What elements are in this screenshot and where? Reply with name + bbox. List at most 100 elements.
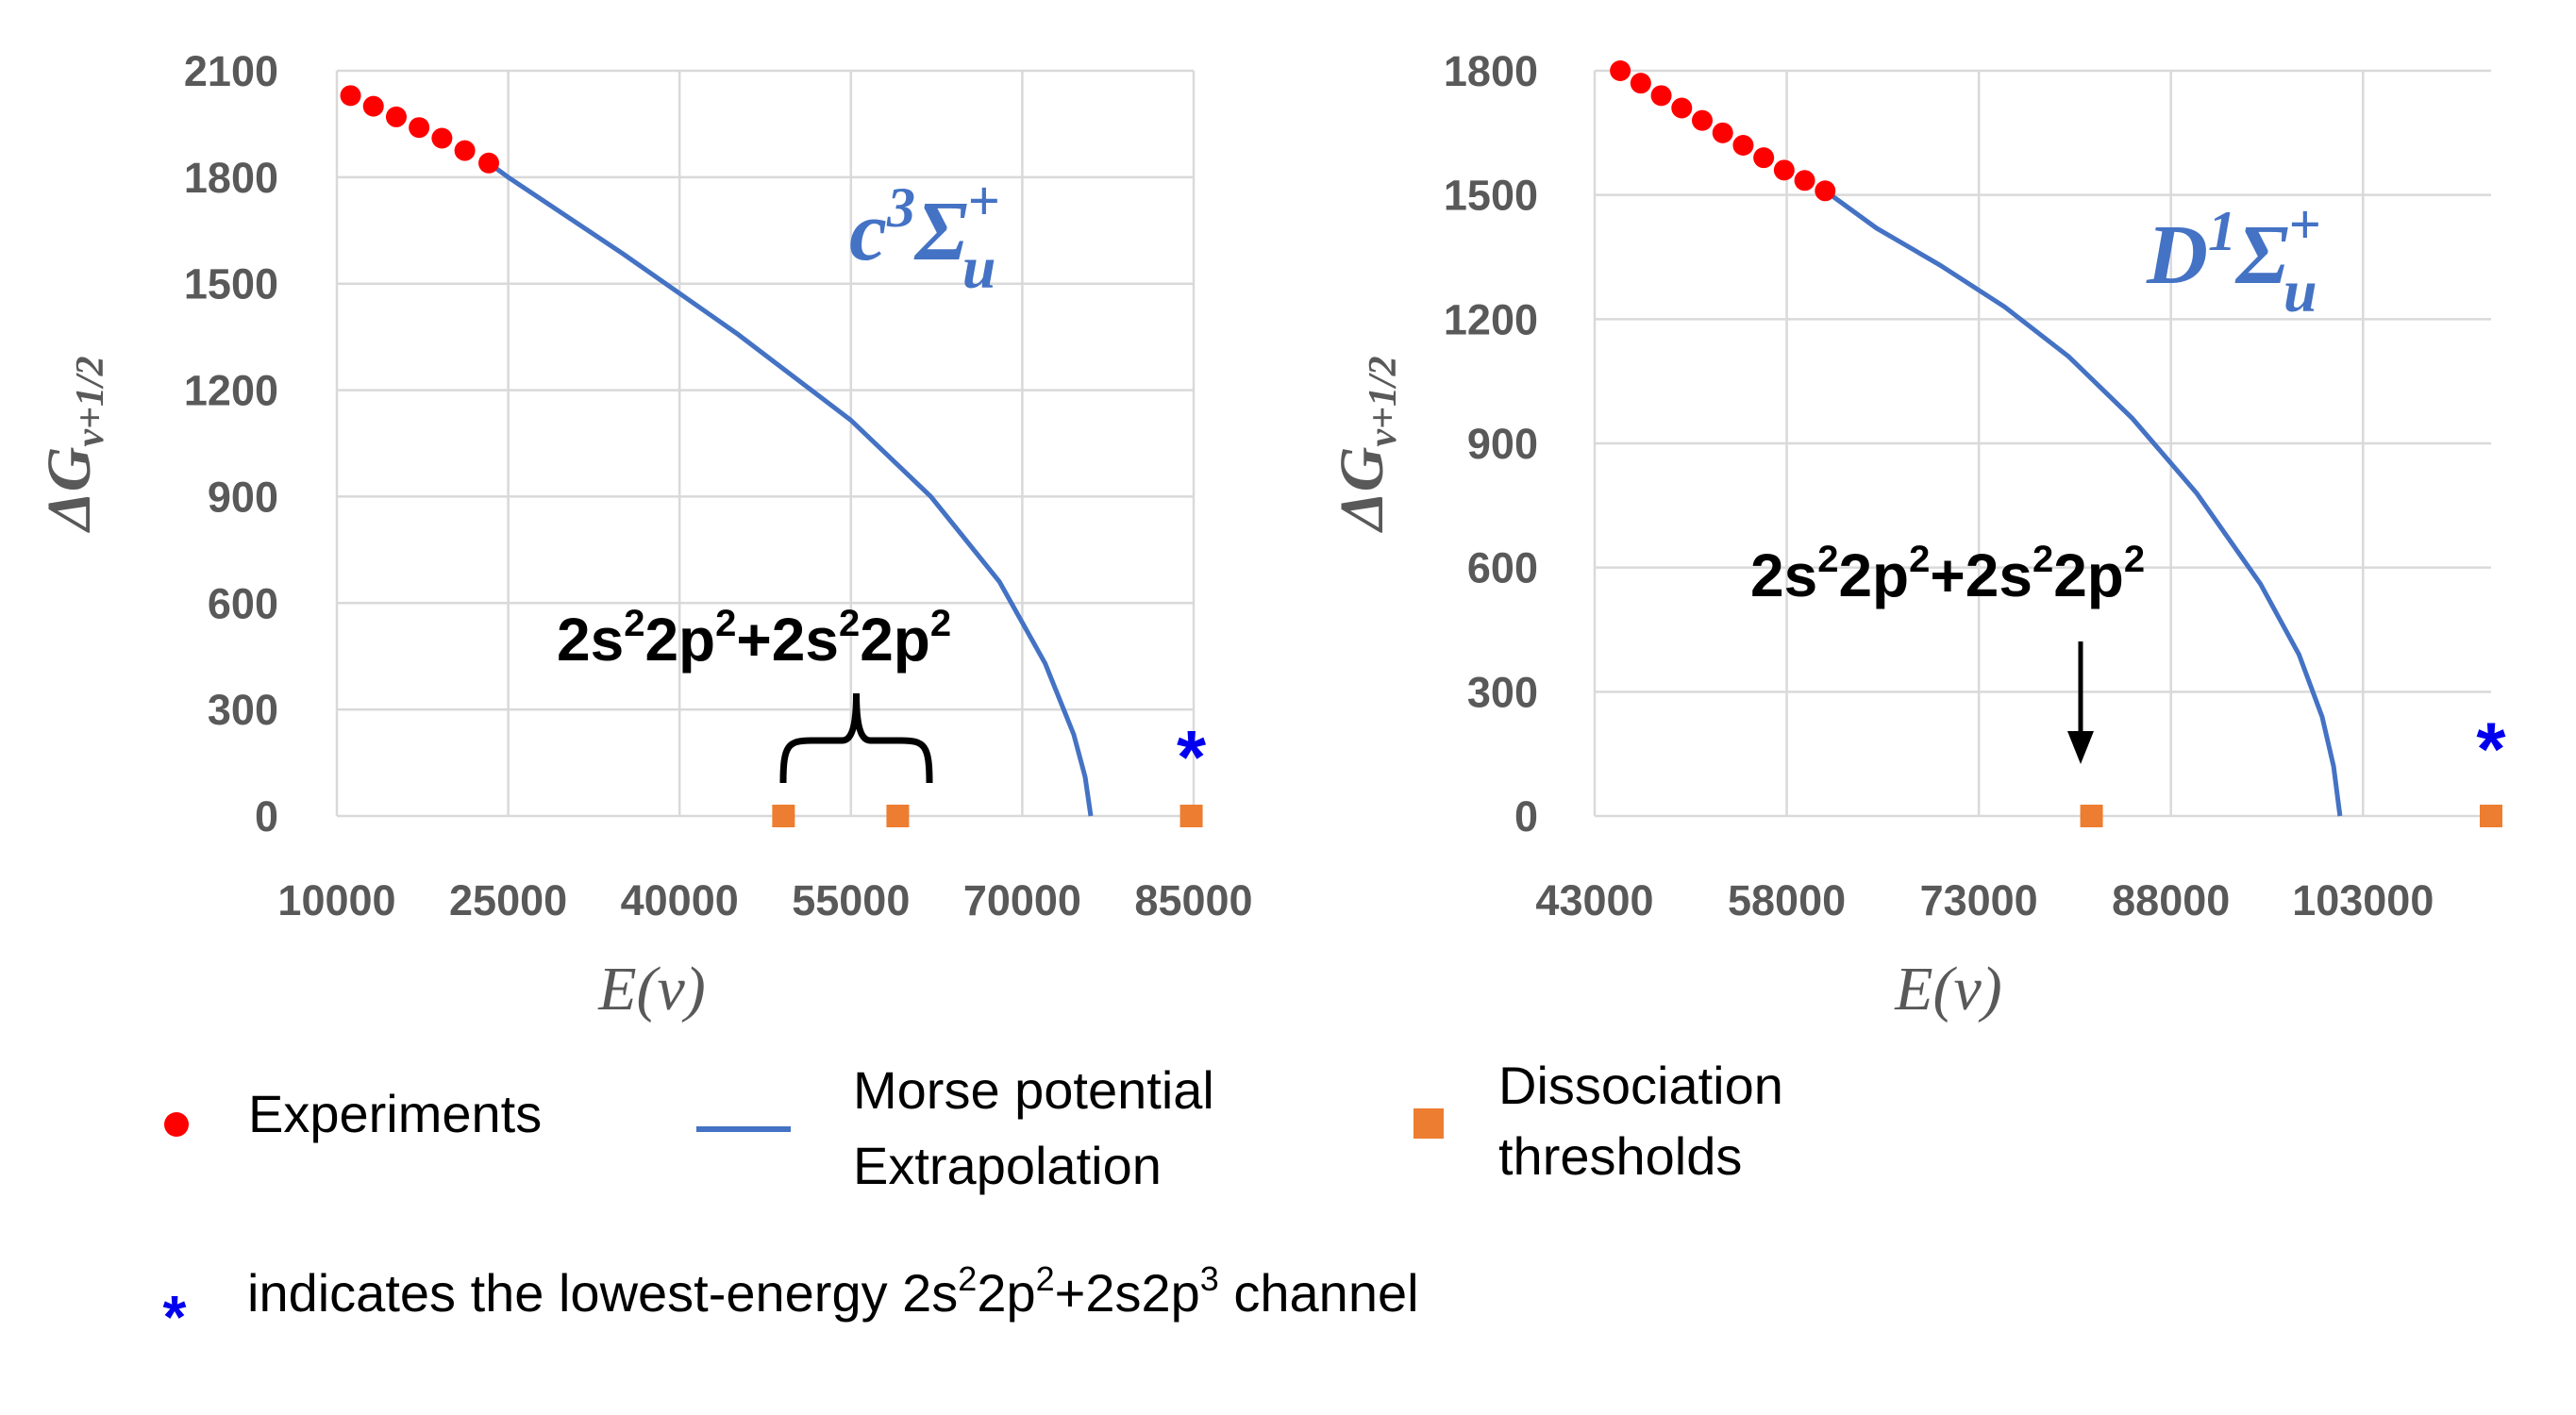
y-axis-title-main: ΔG — [1328, 447, 1397, 534]
state-label-u: u — [2283, 258, 2317, 325]
state-label-u: u — [962, 234, 996, 301]
y-tick-label: 900 — [1467, 420, 1538, 468]
annotation-superscript: 2 — [1909, 539, 1930, 580]
experiment-point — [1712, 122, 1733, 143]
annotation-text: 2p — [644, 606, 715, 674]
y-tick-label: 300 — [208, 686, 278, 734]
experiment-point — [1794, 170, 1815, 191]
y-tick-label: 600 — [1467, 544, 1538, 592]
state-label-sigma: Σ — [913, 185, 968, 278]
dissociation-threshold-marker — [1179, 805, 1203, 827]
channel-annotation: 2s22p2+2s22p2 — [1750, 539, 2145, 609]
annotation-superscript: 2 — [2124, 539, 2145, 580]
morse-extrapolation-line — [487, 160, 1094, 817]
dissociation-threshold-marker — [772, 805, 795, 827]
state-label-multiplicity: 3 — [886, 176, 915, 239]
experiment-point — [1692, 109, 1713, 131]
y-tick-label: 1800 — [184, 154, 278, 202]
y-tick-label: 1200 — [184, 367, 278, 415]
note-superscript: 3 — [1200, 1259, 1219, 1298]
experiment-point — [409, 117, 430, 139]
x-tick-label: 43000 — [1535, 876, 1653, 924]
dissociation-threshold-marker — [2480, 805, 2502, 827]
legend-threshold-label-line1: Dissociation — [1498, 1056, 1783, 1115]
legend-morse-label-line2: Extrapolation — [853, 1136, 1162, 1195]
note-superscript: 2 — [958, 1259, 977, 1298]
annotation-superscript: 2 — [2032, 539, 2053, 580]
x-tick-label: 40000 — [621, 876, 739, 924]
legend-experiments-label: Experiments — [248, 1084, 542, 1143]
annotation-text: 2p — [860, 606, 930, 674]
experiment-point — [340, 85, 361, 107]
experiment-point — [478, 152, 500, 174]
note-superscript: 2 — [1036, 1259, 1055, 1298]
note-text: +2s2p — [1055, 1263, 1200, 1323]
lowest-channel-star: * — [1177, 715, 1207, 799]
y-tick-label: 600 — [208, 579, 278, 627]
y-tick-label: 1200 — [1444, 295, 1538, 343]
dissociation-threshold-marker — [886, 805, 910, 827]
legend-star-note: indicates the lowest-energy 2s22p2+2s2p3… — [247, 1259, 1419, 1323]
x-tick-label: 55000 — [792, 876, 910, 924]
state-label-letter: c — [849, 185, 887, 278]
experiment-point — [1630, 73, 1651, 94]
state-label-plus: + — [968, 170, 1000, 232]
annotation-text: 2s — [557, 606, 624, 674]
annotation-text: 2p — [1838, 541, 1909, 609]
annotation-superscript: 2 — [624, 603, 644, 644]
channel-annotation: 2s22p2+2s22p2 — [557, 603, 951, 674]
x-tick-label: 10000 — [277, 876, 395, 924]
experiment-point — [454, 140, 476, 161]
annotation-arrow-head — [2067, 731, 2094, 764]
x-tick-label: 103000 — [2292, 876, 2434, 924]
x-tick-label: 70000 — [963, 876, 1081, 924]
x-tick-label: 85000 — [1134, 876, 1252, 924]
experiment-point — [1815, 180, 1836, 202]
state-label: D1Σ+ u — [2146, 193, 2321, 325]
morse-extrapolation-line — [1823, 189, 2343, 817]
annotation-brace — [779, 692, 933, 784]
state-label-letter: D — [2146, 208, 2208, 302]
y-axis-title-subscript: v+1/2 — [1362, 356, 1405, 446]
legend-threshold-marker — [1413, 1108, 1444, 1139]
annotation-text: 2s — [1750, 541, 1817, 609]
state-label-sigma: Σ — [2234, 208, 2289, 302]
y-axis-title: ΔGv+1/2 — [1328, 356, 1405, 533]
y-tick-label: 2100 — [184, 47, 278, 95]
state-label-multiplicity: 1 — [2208, 200, 2236, 262]
experiment-point — [431, 127, 453, 149]
experiment-point — [1773, 159, 1795, 181]
experiment-point — [1610, 60, 1631, 81]
legend-star-symbol: * — [163, 1283, 187, 1351]
x-axis-title: E(v) — [1894, 955, 2002, 1024]
dissociation-threshold-marker — [2080, 805, 2103, 827]
lowest-channel-star: * — [2476, 708, 2506, 791]
state-label-plus: + — [2289, 193, 2321, 256]
y-axis-title-main: ΔG — [35, 447, 104, 534]
y-axis-title-subscript: v+1/2 — [69, 356, 112, 446]
experiment-point — [1732, 135, 1754, 156]
annotation-superscript: 2 — [930, 603, 951, 644]
legend-experiments-marker — [164, 1112, 189, 1137]
y-tick-label: 300 — [1467, 668, 1538, 716]
experiment-point — [362, 95, 384, 117]
y-tick-label: 1500 — [1444, 172, 1538, 220]
note-text: 2p — [977, 1263, 1035, 1323]
note-text: channel — [1219, 1263, 1419, 1323]
x-tick-label: 58000 — [1728, 876, 1846, 924]
annotation-superscript: 2 — [839, 603, 860, 644]
experiment-point — [1671, 97, 1693, 119]
legend-morse-label-line1: Morse potential — [853, 1060, 1214, 1120]
x-tick-label: 73000 — [1920, 876, 2038, 924]
annotation-superscript: 2 — [715, 603, 736, 644]
experiment-point — [1753, 147, 1775, 169]
annotation-text: +2s — [736, 606, 839, 674]
note-text: indicates the lowest-energy 2s — [247, 1263, 958, 1323]
experiment-point — [1650, 85, 1672, 107]
state-label: c3Σ+ u — [849, 170, 1000, 301]
y-tick-label: 1800 — [1444, 47, 1538, 95]
x-axis-title: E(v) — [597, 955, 706, 1024]
annotation-text: 2p — [2053, 541, 2124, 609]
legend-threshold-label-line2: thresholds — [1498, 1126, 1742, 1186]
